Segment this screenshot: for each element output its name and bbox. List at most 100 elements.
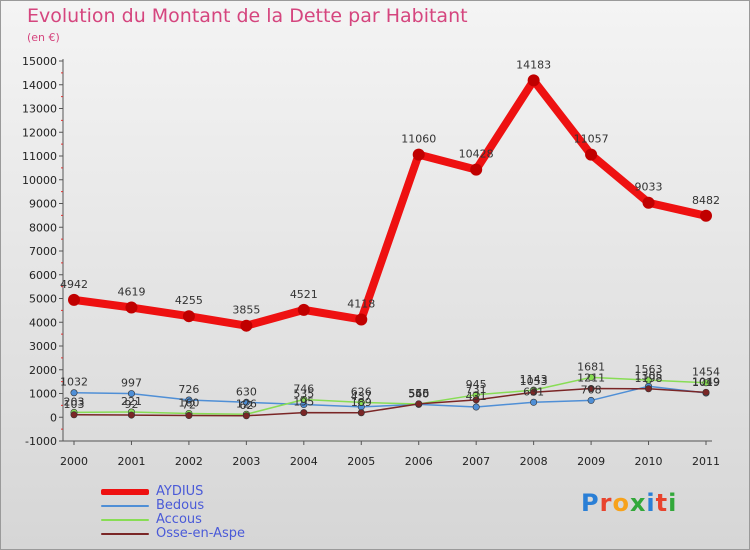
x-tick-label: 2005 (347, 455, 375, 468)
logo-letter: i (668, 489, 678, 517)
point-aydius (585, 148, 598, 161)
point-accous (587, 373, 595, 381)
data-label-osse-en-aspe: 62 (239, 399, 253, 412)
point-accous (357, 398, 365, 406)
chart-title: Evolution du Montant de la Dette par Hab… (27, 5, 468, 27)
point-aydius (240, 319, 253, 332)
series-line-accous (73, 376, 707, 416)
point-aydius (412, 148, 425, 161)
point-osse-en-aspe (530, 388, 538, 396)
x-tick-label: 2000 (60, 455, 88, 468)
data-label-aydius: 10428 (459, 148, 494, 161)
legend-label-aydius: AYDIUS (156, 484, 204, 499)
legend-swatch-aydius (101, 489, 149, 495)
data-label-osse-en-aspe: 195 (293, 396, 314, 409)
data-label-osse-en-aspe: 565 (408, 387, 429, 400)
point-bedous (587, 396, 595, 404)
data-label-accous: 221 (121, 395, 142, 408)
x-tick-label: 2003 (232, 455, 260, 468)
y-tick-label: 0 (50, 411, 57, 424)
point-aydius (470, 163, 483, 176)
data-label-aydius: 4521 (290, 288, 318, 301)
x-tick-label: 2008 (520, 455, 548, 468)
data-label-aydius: 9033 (635, 181, 663, 194)
data-label-bedous: 535 (293, 388, 314, 401)
legend-item-osse-en-aspe: Osse-en-Aspe (101, 526, 301, 541)
y-tick-label: 11000 (22, 150, 57, 163)
data-label-osse-en-aspe: 1211 (577, 371, 605, 384)
data-label-bedous: 1019 (692, 376, 720, 389)
data-label-bedous: 997 (121, 377, 142, 390)
logo-letter: P (581, 489, 600, 517)
x-tick-label: 2009 (577, 455, 605, 468)
series-line-bedous (73, 385, 707, 408)
data-label-accous: 1454 (692, 366, 720, 379)
data-label-aydius: 4255 (175, 294, 203, 307)
data-label-bedous: 631 (523, 385, 544, 398)
y-tick-label: 15000 (22, 55, 57, 68)
y-tick-label: 10000 (22, 174, 57, 187)
point-osse-en-aspe (242, 412, 250, 420)
data-label-accous: 626 (351, 385, 372, 398)
data-label-accous: 746 (293, 383, 314, 396)
legend-item-accous: Accous (101, 512, 301, 527)
data-label-aydius: 4619 (117, 286, 145, 299)
point-osse-en-aspe (70, 411, 78, 419)
y-tick-label: 2000 (29, 364, 57, 377)
point-osse-en-aspe (185, 412, 193, 420)
point-accous (645, 376, 653, 384)
logo-letter: o (612, 489, 630, 517)
y-tick-label: 5000 (29, 293, 57, 306)
point-osse-en-aspe (415, 400, 423, 408)
data-label-bedous: 708 (581, 383, 602, 396)
data-label-osse-en-aspe: 189 (351, 396, 372, 409)
data-label-accous: 1143 (520, 373, 548, 386)
legend: AYDIUS Bedous Accous Osse-en-Aspe (101, 484, 301, 541)
y-tick-label: 13000 (22, 103, 57, 116)
data-label-bedous: 630 (236, 385, 257, 398)
legend-swatch-bedous (101, 505, 149, 507)
logo-letter: t (655, 489, 669, 517)
data-label-osse-en-aspe: 72 (182, 399, 196, 412)
data-label-aydius: 11057 (574, 133, 609, 146)
y-tick-label: 6000 (29, 269, 57, 282)
y-tick-label: 4000 (29, 316, 57, 329)
legend-item-bedous: Bedous (101, 498, 301, 513)
point-osse-en-aspe (127, 411, 135, 419)
point-bedous (530, 398, 538, 406)
data-label-accous: 945 (466, 378, 487, 391)
point-aydius (297, 303, 310, 316)
y-tick-label: 1000 (29, 388, 57, 401)
point-aydius (355, 313, 368, 326)
data-label-osse-en-aspe: 1053 (520, 375, 548, 388)
point-bedous (127, 390, 135, 398)
legend-item-aydius: AYDIUS (101, 484, 301, 499)
point-accous (300, 396, 308, 404)
logo-letter: i (646, 489, 656, 517)
point-osse-en-aspe (645, 385, 653, 393)
logo-letter: x (629, 489, 647, 517)
x-tick-label: 2007 (462, 455, 490, 468)
point-aydius (700, 209, 712, 222)
x-tick-label: 2010 (635, 455, 663, 468)
y-tick-label: 8000 (29, 221, 57, 234)
data-label-accous: 126 (236, 397, 257, 410)
legend-label-accous: Accous (156, 512, 202, 527)
data-label-accous: 203 (64, 395, 85, 408)
y-tick-label: 7000 (29, 245, 57, 258)
y-tick-label: 14000 (22, 79, 57, 92)
data-label-bedous: 1305 (635, 369, 663, 382)
x-tick-label: 2011 (692, 455, 720, 468)
data-label-aydius: 3855 (232, 304, 260, 317)
point-osse-en-aspe (472, 396, 480, 404)
data-label-accous: 1563 (635, 363, 663, 376)
data-label-bedous: 431 (466, 390, 487, 403)
point-bedous (70, 389, 78, 397)
legend-label-bedous: Bedous (156, 498, 205, 513)
data-label-osse-en-aspe: 103 (64, 398, 85, 411)
legend-label-osse-en-aspe: Osse-en-Aspe (156, 526, 246, 541)
point-bedous (242, 398, 250, 406)
data-label-osse-en-aspe: 731 (466, 383, 487, 396)
